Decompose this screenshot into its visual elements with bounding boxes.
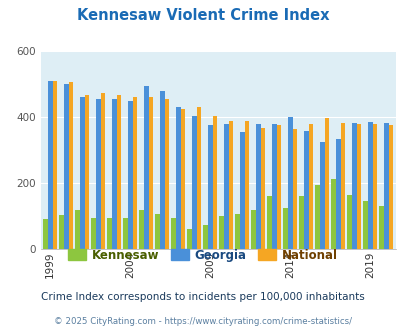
- Bar: [223, 124, 228, 249]
- Bar: [48, 81, 53, 249]
- Bar: [96, 99, 100, 249]
- Bar: [128, 101, 132, 249]
- Bar: [80, 97, 84, 249]
- Bar: [228, 121, 233, 249]
- Bar: [244, 121, 249, 249]
- Bar: [160, 91, 164, 249]
- Bar: [196, 107, 201, 249]
- Bar: [260, 128, 265, 249]
- Bar: [64, 84, 68, 249]
- Bar: [372, 124, 377, 249]
- Bar: [362, 201, 367, 249]
- Bar: [53, 81, 57, 249]
- Bar: [356, 124, 360, 249]
- Bar: [346, 195, 351, 249]
- Bar: [175, 107, 180, 249]
- Bar: [43, 219, 48, 249]
- Bar: [187, 229, 191, 249]
- Legend: Kennesaw, Georgia, National: Kennesaw, Georgia, National: [63, 244, 342, 266]
- Bar: [287, 117, 292, 249]
- Bar: [314, 185, 319, 249]
- Bar: [308, 124, 313, 249]
- Bar: [143, 86, 148, 249]
- Bar: [255, 124, 260, 249]
- Bar: [180, 109, 185, 249]
- Bar: [276, 125, 281, 249]
- Bar: [171, 218, 175, 249]
- Bar: [271, 124, 276, 249]
- Bar: [116, 95, 121, 249]
- Bar: [100, 93, 105, 249]
- Bar: [367, 122, 372, 249]
- Bar: [107, 218, 111, 249]
- Bar: [239, 132, 244, 249]
- Bar: [212, 116, 217, 249]
- Bar: [292, 129, 297, 249]
- Bar: [388, 125, 392, 249]
- Bar: [59, 214, 64, 249]
- Bar: [123, 218, 128, 249]
- Bar: [132, 97, 137, 249]
- Bar: [340, 123, 345, 249]
- Bar: [207, 125, 212, 249]
- Bar: [324, 118, 328, 249]
- Bar: [250, 210, 255, 249]
- Bar: [303, 131, 308, 249]
- Bar: [111, 99, 116, 249]
- Bar: [351, 123, 356, 249]
- Bar: [282, 208, 287, 249]
- Bar: [234, 214, 239, 249]
- Bar: [298, 196, 303, 249]
- Bar: [68, 82, 73, 249]
- Bar: [383, 123, 388, 249]
- Bar: [202, 225, 207, 249]
- Text: Crime Index corresponds to incidents per 100,000 inhabitants: Crime Index corresponds to incidents per…: [41, 292, 364, 302]
- Bar: [335, 139, 340, 249]
- Bar: [266, 196, 271, 249]
- Bar: [91, 218, 96, 249]
- Bar: [164, 99, 169, 249]
- Bar: [330, 179, 335, 249]
- Bar: [75, 210, 80, 249]
- Bar: [378, 206, 383, 249]
- Bar: [139, 210, 143, 249]
- Bar: [84, 95, 89, 249]
- Text: © 2025 CityRating.com - https://www.cityrating.com/crime-statistics/: © 2025 CityRating.com - https://www.city…: [54, 317, 351, 326]
- Text: Kennesaw Violent Crime Index: Kennesaw Violent Crime Index: [77, 8, 328, 23]
- Bar: [155, 214, 160, 249]
- Bar: [148, 97, 153, 249]
- Bar: [218, 216, 223, 249]
- Bar: [319, 142, 324, 249]
- Bar: [191, 115, 196, 249]
